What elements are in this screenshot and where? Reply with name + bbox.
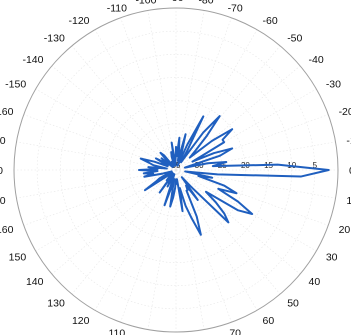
angle-tick-label: -60 [263, 15, 278, 27]
grid-spoke-5 [175, 29, 258, 171]
angle-tick-label: 70 [229, 328, 241, 335]
grid-ring-3 [106, 100, 246, 240]
grid-spoke-22 [120, 169, 177, 323]
angle-tick-label: -90 [168, 0, 183, 4]
grid-spoke-23 [94, 169, 177, 311]
angle-tick-label: -70 [228, 2, 243, 14]
grid-spoke-0 [120, 17, 177, 171]
grid-spoke-28 [16, 169, 177, 199]
angle-tick-label: 10 [346, 195, 351, 207]
angle-tick-label: 60 [263, 315, 275, 327]
angle-tick-label: -130 [44, 32, 65, 44]
grid-ring-4 [83, 77, 269, 263]
grid-spoke-12 [175, 169, 336, 199]
angle-tick-label: 130 [47, 298, 65, 310]
angle-tick-label: -170 [0, 135, 6, 147]
radial-tick-label: 5 [313, 161, 318, 170]
angle-tick-label: 0 [349, 165, 351, 177]
angle-tick-label: 170 [0, 195, 6, 207]
angle-tick-label: 140 [26, 276, 44, 288]
angle-tick-label: -100 [135, 0, 156, 7]
grid-spoke-10 [175, 141, 336, 171]
grid-spoke-30 [16, 141, 177, 171]
angle-tick-label: 180 [0, 165, 3, 177]
grid-spoke-3 [175, 10, 205, 171]
grid-spoke-26 [35, 169, 177, 252]
grid-spoke-8 [175, 88, 317, 171]
grid-spoke-27 [23, 169, 177, 226]
outer-axis-circle [13, 7, 339, 333]
angle-tick-label: -50 [287, 32, 302, 44]
grid-spoke-4 [175, 17, 232, 171]
grid-spoke-19 [175, 169, 205, 330]
angle-tick-label: 50 [287, 298, 299, 310]
grid-spoke-6 [175, 45, 281, 171]
angle-tick-label: 40 [309, 276, 321, 288]
angle-tick-label: -160 [0, 106, 14, 118]
grid-spoke-18 [175, 169, 232, 323]
angle-tick-label: -10 [346, 135, 351, 147]
angle-tick-label: -40 [309, 54, 324, 66]
angle-tick-label: 120 [72, 315, 90, 327]
grid-spoke-1 [147, 10, 177, 171]
grid-ring-1 [152, 146, 200, 194]
grid-spoke-9 [175, 114, 329, 171]
grid-spoke-25 [51, 169, 177, 275]
angle-tick-label: -80 [198, 0, 213, 7]
polar-grid [13, 7, 339, 333]
grid-spoke-21 [147, 169, 177, 330]
grid-spoke-14 [175, 169, 317, 252]
grid-spoke-35 [94, 29, 177, 171]
angle-tick-label: -120 [68, 15, 89, 27]
grid-spoke-16 [175, 169, 281, 295]
grid-spoke-32 [35, 88, 177, 171]
angle-tick-label: 160 [0, 224, 14, 236]
angle-tick-label: -150 [5, 79, 26, 91]
grid-spoke-13 [175, 169, 329, 226]
angle-tick-label: -140 [22, 54, 43, 66]
data-series [137, 115, 330, 236]
angle-tick-label: 20 [339, 224, 351, 236]
grid-spoke-33 [51, 65, 177, 171]
angle-tick-label: -30 [326, 79, 341, 91]
grid-spoke-7 [175, 65, 301, 171]
angle-tick-label: -20 [339, 106, 351, 118]
grid-spoke-15 [175, 169, 301, 275]
grid-ring-6 [36, 30, 316, 310]
grid-spoke-24 [71, 169, 177, 295]
grid-spoke-17 [175, 169, 258, 311]
angle-tick-label: 150 [9, 252, 27, 264]
angle-tick-label: 110 [108, 328, 125, 335]
grid-spoke-31 [23, 114, 177, 171]
angle-tick-label: 30 [326, 252, 338, 264]
angle-tick-label: -110 [107, 2, 127, 14]
grid-spoke-34 [71, 45, 177, 171]
series-line-0 [137, 115, 330, 236]
